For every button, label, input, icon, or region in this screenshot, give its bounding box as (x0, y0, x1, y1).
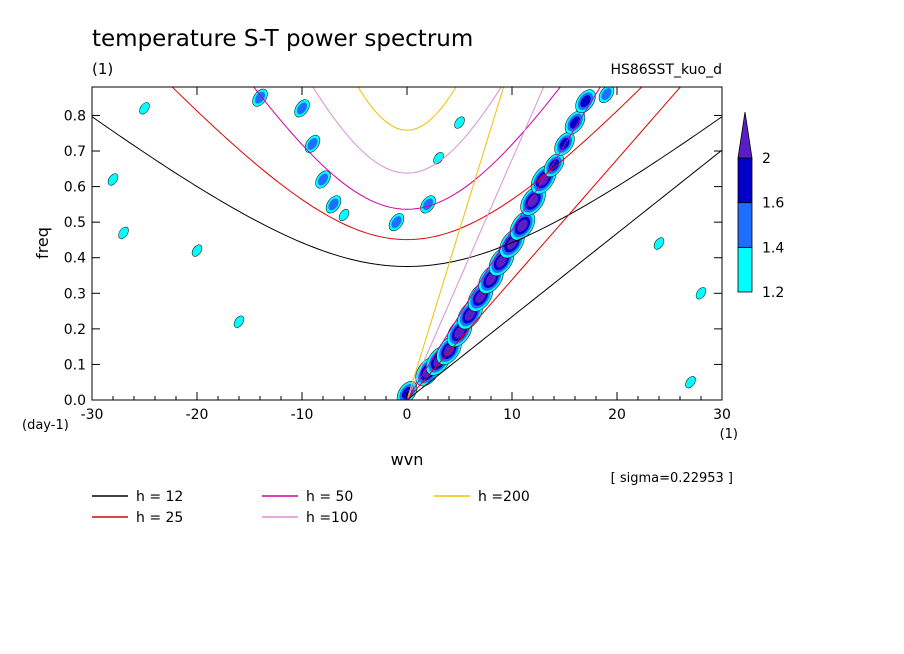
contour-blob-20 (304, 134, 321, 153)
legend-label: h = 50 (306, 489, 353, 505)
kelvin-curve-h200 (406, 87, 505, 400)
y-tick-label: 0.2 (64, 322, 86, 338)
contour-blob-35 (653, 237, 665, 250)
gravity-curve-h200 (357, 87, 457, 131)
x-tick-label: 0 (403, 407, 412, 423)
kelvin-curve-h50 (406, 87, 601, 400)
contour-blob-21 (315, 170, 331, 189)
y-tick-label: 0.4 (64, 251, 86, 267)
y-tick-label: 0.8 (64, 108, 86, 124)
y-tick-label: 0.3 (64, 286, 86, 302)
sigma-note: [ sigma=0.22953 ] (611, 471, 733, 486)
legend-item-h200: h =200 (434, 489, 530, 505)
contour-blob-28 (107, 173, 119, 186)
rossby-curve-h12 (405, 399, 407, 400)
chart-subtitle-right: HS86SST_kuo_d (610, 62, 722, 78)
rossby-curve-h200 (406, 399, 407, 400)
y-tick-label: 0.0 (64, 393, 86, 409)
kelvin-curve-h25 (406, 87, 682, 400)
contour-blob-12 (543, 153, 565, 178)
power-contours (107, 87, 707, 400)
plot-frame (91, 86, 723, 401)
x-tick-label: -20 (186, 407, 209, 423)
colorbar-segment (737, 246, 753, 293)
gravity-curve-h100 (312, 87, 502, 174)
colorbar: 1.2 1.4 1.6 2 (737, 111, 784, 301)
rossby-curve-h25 (405, 399, 407, 400)
x-tick-label: 30 (713, 407, 731, 423)
colorbar-segment (737, 157, 753, 204)
contour-blob-22 (325, 195, 342, 214)
gravity-curve-h12 (92, 116, 722, 267)
x-axis-unit: (1) (720, 427, 738, 442)
legend-label: h = 25 (136, 510, 183, 526)
contour-blob-14 (564, 110, 586, 135)
contour-blob-30 (233, 315, 245, 328)
contour-blob-9 (509, 210, 536, 241)
rossby-curve-h100 (406, 399, 407, 400)
y-axis-ticks: 0.0 0.1 0.2 0.3 0.4 0.5 0.6 0.7 0.8 (64, 108, 722, 409)
legend-item-h12: h = 12 (92, 489, 183, 505)
legend-item-h25: h = 25 (92, 510, 183, 526)
legend-item-h50: h = 50 (262, 489, 353, 505)
kelvin-curve-h100 (406, 87, 545, 400)
contour-blob-29 (118, 226, 129, 239)
legend-label: h = 12 (136, 489, 183, 505)
colorbar-label: 1.6 (762, 196, 784, 212)
contour-blob-19 (294, 99, 310, 118)
colorbar-label: 2 (762, 151, 771, 167)
x-tick-label: 20 (608, 407, 626, 423)
contour-blob-23 (338, 208, 350, 222)
x-tick-label: -10 (291, 407, 314, 423)
dispersion-curves (92, 87, 722, 400)
y-tick-label: 0.5 (64, 215, 86, 231)
contour-blob-34 (191, 244, 203, 257)
y-tick-label: 0.1 (64, 357, 86, 373)
contour-blob-26 (433, 152, 444, 165)
y-tick-label: 0.6 (64, 180, 86, 196)
rossby-curve-h50 (405, 399, 407, 400)
contour-blob-33 (139, 102, 150, 115)
contour-blob-31 (695, 287, 707, 300)
y-axis-label: freq (33, 227, 52, 259)
contour-blob-27 (454, 116, 465, 129)
legend-label: h =100 (306, 510, 358, 526)
x-tick-label: -30 (81, 407, 104, 423)
contour-blob-16 (598, 87, 615, 104)
contour-blob-25 (420, 195, 436, 214)
legend-label: h =200 (478, 489, 530, 505)
gravity-curve-h50 (253, 87, 561, 210)
y-tick-label: 0.7 (64, 144, 86, 160)
colorbar-label: 1.2 (762, 285, 784, 301)
y-axis-unit: (day-1) (22, 418, 69, 433)
chart-title: temperature S-T power spectrum (92, 26, 473, 52)
colorbar-top-arrow (737, 111, 753, 159)
colorbar-label: 1.4 (762, 240, 784, 256)
contour-blob-32 (685, 376, 696, 389)
legend: h = 12 h = 25 h = 50 h =100 h =200 (92, 489, 530, 526)
x-axis-label: wvn (391, 450, 424, 469)
kelvin-curve-h12 (406, 149, 722, 400)
gravity-curve-h25 (171, 87, 643, 241)
x-axis-ticks: -30 -20 -10 0 10 20 30 (81, 87, 731, 423)
legend-item-h100: h =100 (262, 510, 358, 526)
chart-subtitle-left: (1) (92, 60, 113, 78)
x-tick-label: 10 (503, 407, 521, 423)
colorbar-segment (737, 202, 753, 248)
contour-blob-18 (252, 88, 268, 107)
contour-blob-24 (388, 213, 405, 232)
